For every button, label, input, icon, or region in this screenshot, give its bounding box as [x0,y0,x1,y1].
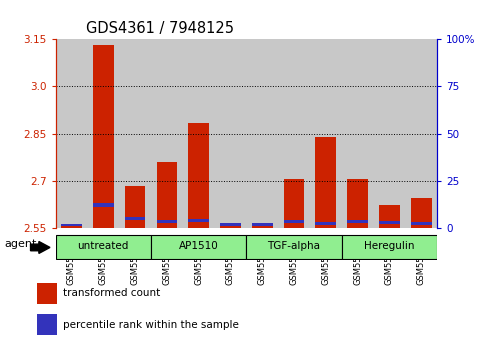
Bar [214,39,246,228]
Bar [119,39,151,228]
Text: AP1510: AP1510 [179,241,218,251]
Bar [347,220,368,223]
Bar [246,39,278,228]
Bar [411,222,431,225]
Text: GDS4361 / 7948125: GDS4361 / 7948125 [86,21,234,36]
Bar [151,235,246,259]
Bar [156,162,177,228]
Bar [347,179,368,228]
Text: Heregulin: Heregulin [364,241,415,251]
Bar [156,220,177,223]
Bar [183,39,214,228]
FancyArrow shape [30,241,50,253]
Bar [61,227,82,228]
Bar [220,224,241,228]
Bar [220,223,241,226]
Text: TGF-alpha: TGF-alpha [268,241,321,251]
Bar [93,203,114,207]
Bar [246,235,342,259]
Bar [61,224,82,227]
Bar [252,223,272,226]
Bar [310,39,342,228]
Bar [342,235,437,259]
Bar [188,122,209,228]
Bar [373,39,405,228]
Text: untreated: untreated [78,241,129,251]
Bar [284,179,304,228]
Bar [93,45,114,228]
Bar [284,220,304,223]
Bar [125,186,145,228]
Text: transformed count: transformed count [63,289,160,298]
Bar [379,221,400,224]
Bar [37,314,57,335]
Bar [278,39,310,228]
Bar [411,198,431,228]
Bar [342,39,373,228]
Bar [188,218,209,222]
Bar [379,205,400,228]
Bar [87,39,119,228]
Text: percentile rank within the sample: percentile rank within the sample [63,320,239,330]
Bar [37,283,57,304]
Bar [151,39,183,228]
Text: agent: agent [4,239,37,249]
Bar [125,217,145,220]
Bar [56,39,87,228]
Bar [405,39,437,228]
Bar [252,224,272,228]
Bar [315,137,336,228]
Bar [56,235,151,259]
Bar [315,222,336,225]
